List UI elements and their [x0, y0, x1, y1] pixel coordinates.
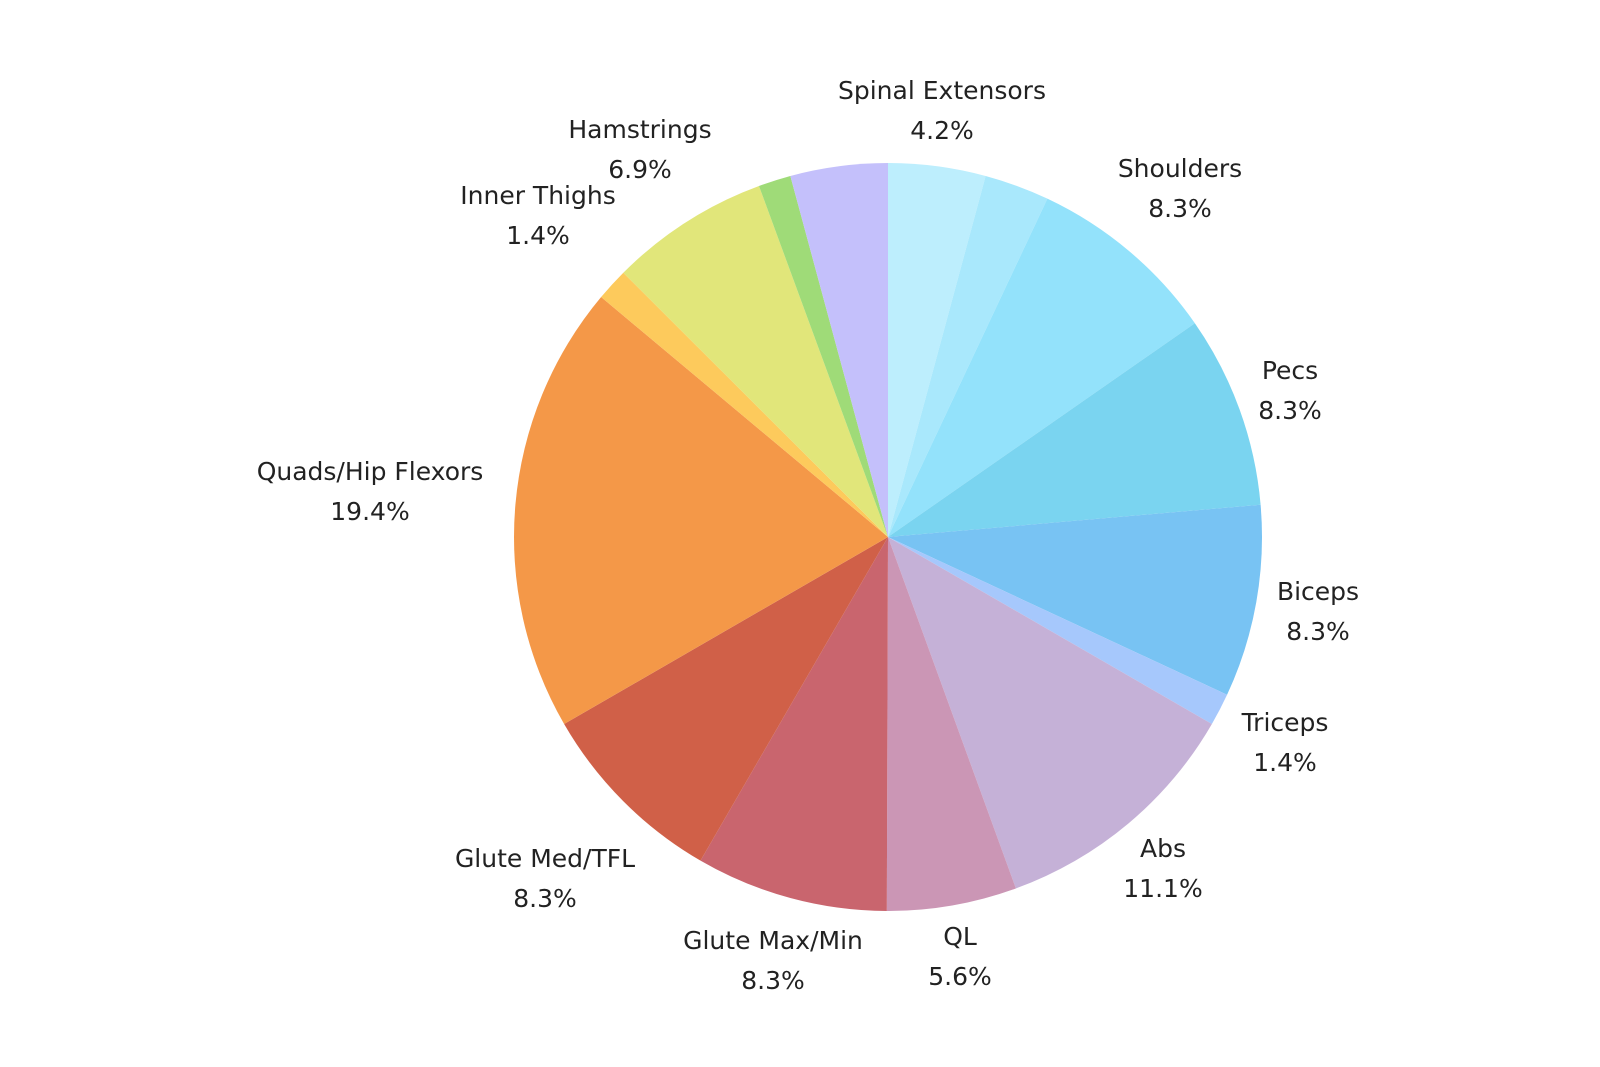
- slice-label-inner-thighs: Inner Thighs: [460, 181, 615, 210]
- slice-label-ql: QL: [943, 922, 977, 951]
- pie-slice-pecs: [888, 323, 1261, 537]
- slice-value-hamstrings: 6.9%: [608, 155, 672, 184]
- pie-slice-unlabeled-11: [601, 272, 888, 537]
- slice-value-triceps: 1.4%: [1253, 748, 1317, 777]
- pie-slice-biceps: [888, 504, 1262, 695]
- slice-value-abs: 11.1%: [1123, 874, 1202, 903]
- pie-slice-ql: [886, 537, 1016, 912]
- pie-slice-quads-hip-flexors: [514, 297, 888, 724]
- pie-slice-inner-thighs: [758, 175, 888, 537]
- pie-slice-abs: [888, 537, 1212, 889]
- slice-label-abs: Abs: [1140, 834, 1186, 863]
- slice-label-hamstrings: Hamstrings: [568, 115, 711, 144]
- pie-labels: Shoulders 8.3% Pecs 8.3% Biceps 8.3% Triceps 1.…: [257, 76, 1359, 995]
- slice-label-triceps: Triceps: [1241, 708, 1329, 737]
- pie-slice-shoulders: [888, 198, 1195, 537]
- pie-slice-unlabeled-0: [888, 163, 986, 537]
- slice-value-shoulders: 8.3%: [1148, 194, 1212, 223]
- slice-value-quads-hip-flexors: 19.4%: [330, 497, 409, 526]
- slice-value-ql: 5.6%: [928, 962, 992, 991]
- slice-label-glute-med-tfl: Glute Med/TFL: [455, 844, 635, 873]
- slice-value-biceps: 8.3%: [1286, 617, 1350, 646]
- pie-slice-glute-max-min: [700, 537, 888, 911]
- slice-label-biceps: Biceps: [1277, 577, 1359, 606]
- pie-slice-glute-med-tfl: [564, 537, 888, 861]
- pie-slice-hamstrings: [623, 185, 888, 537]
- slice-value-inner-thighs: 1.4%: [506, 221, 570, 250]
- pie-slice-triceps: [888, 537, 1228, 724]
- pie-slices: [514, 163, 1262, 912]
- pie-slice-spinal-extensors: [790, 163, 888, 537]
- slice-value-pecs: 8.3%: [1258, 396, 1322, 425]
- pie-slice-unlabeled-1: [888, 175, 1048, 537]
- slice-value-glute-max-min: 8.3%: [741, 966, 805, 995]
- slice-label-glute-max-min: Glute Max/Min: [683, 926, 863, 955]
- slice-value-spinal-extensors: 4.2%: [910, 116, 974, 145]
- slice-value-glute-med-tfl: 8.3%: [513, 884, 577, 913]
- slice-label-shoulders: Shoulders: [1118, 154, 1242, 183]
- slice-label-spinal-extensors: Spinal Extensors: [838, 76, 1046, 105]
- slice-label-pecs: Pecs: [1262, 356, 1318, 385]
- slice-label-quads-hip-flexors: Quads/Hip Flexors: [257, 457, 484, 486]
